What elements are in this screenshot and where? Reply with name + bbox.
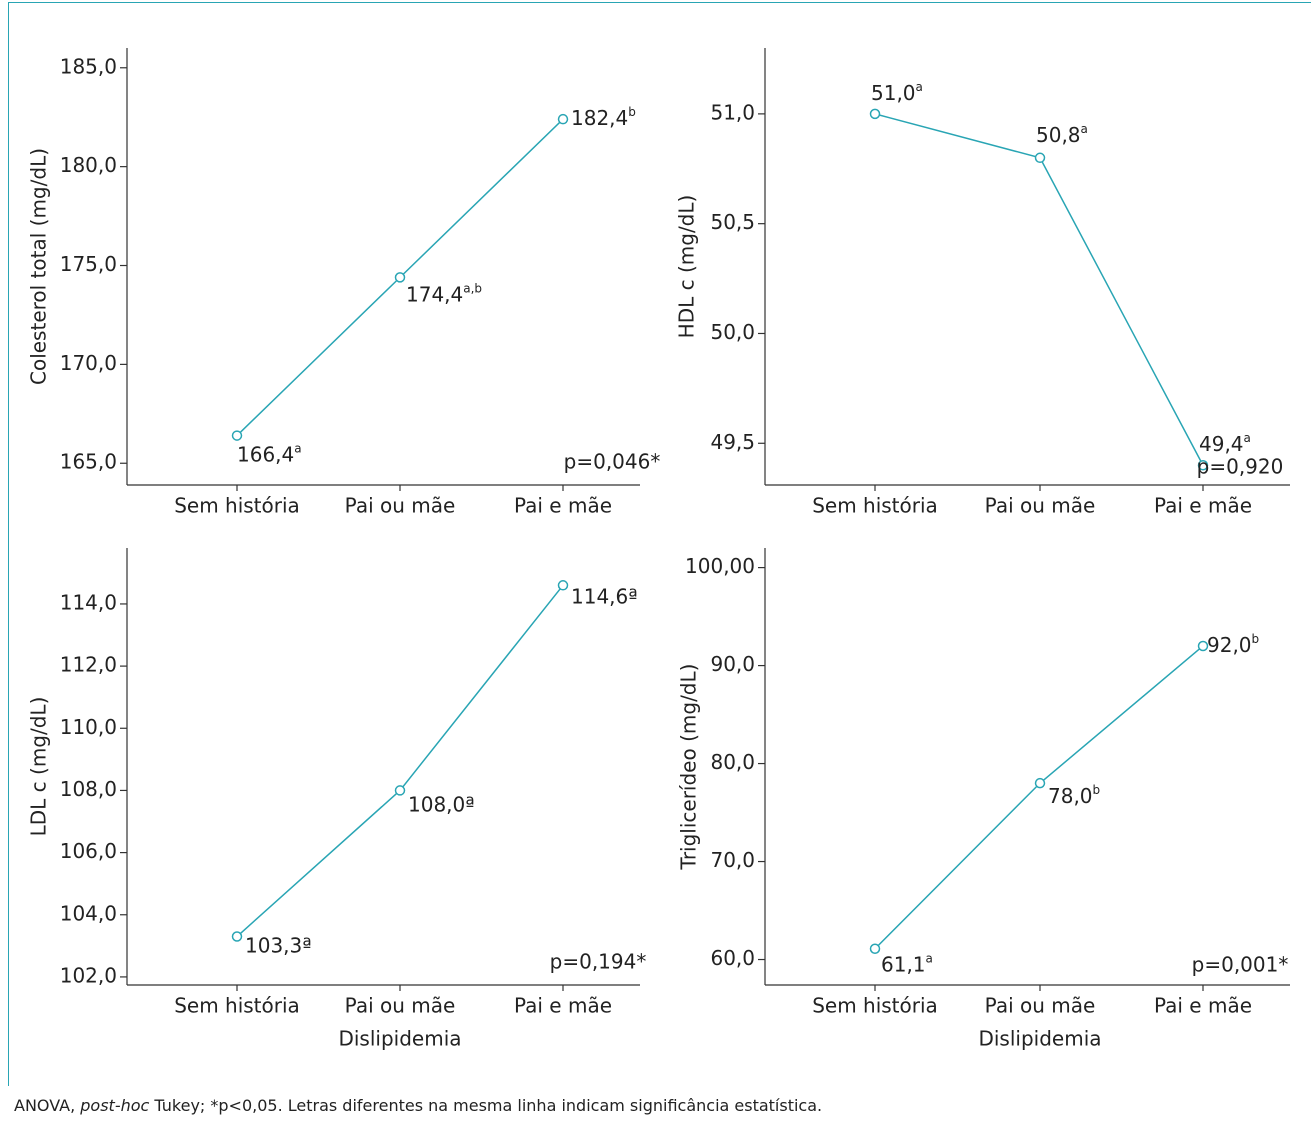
x-tick-label: Pai ou mãe <box>985 494 1096 518</box>
y-tick-label: 50,0 <box>710 320 755 344</box>
value-label-letter: b <box>628 105 636 119</box>
note-text: ANOVA, <box>14 1096 81 1115</box>
note-italic: post-hoc <box>80 1096 150 1115</box>
value-label: 174,4a,b <box>406 281 482 306</box>
x-axis-label: Dislipidemia <box>978 1027 1101 1051</box>
value-label-letter: b <box>1252 631 1260 645</box>
value-label: 114,6ª <box>571 584 638 608</box>
point <box>1034 152 1046 164</box>
y-tick-label: 50,5 <box>710 210 755 234</box>
value-label: 108,0ª <box>408 792 475 816</box>
y-tick-label: 175,0 <box>60 252 117 276</box>
y-tick-label: 114,0 <box>60 590 117 614</box>
value-label-letter: a <box>1244 431 1251 445</box>
y-axis-label: Triglicerídeo (mg/dL) <box>677 664 701 871</box>
value-label-number: 108,0ª <box>408 792 475 816</box>
y-tick-label: 70,0 <box>710 848 755 872</box>
value-label-number: 92,0 <box>1207 632 1252 656</box>
y-tick-label: 90,0 <box>710 652 755 676</box>
value-label: 182,4b <box>571 105 636 130</box>
y-axis-label: HDL c (mg/dL) <box>675 195 699 339</box>
line <box>874 113 1204 466</box>
y-tick-label: 180,0 <box>60 153 117 177</box>
y-tick-label: 104,0 <box>60 901 117 925</box>
value-label-number: 114,6ª <box>571 584 638 608</box>
value-label-number: 49,4 <box>1199 432 1244 456</box>
x-axis-label: Dislipidemia <box>338 1027 461 1051</box>
point <box>1034 777 1046 789</box>
point <box>231 430 243 441</box>
x-tick-label: Pai ou mãe <box>345 994 456 1018</box>
value-label: 61,1a <box>881 951 933 976</box>
point <box>1197 459 1209 471</box>
value-label-letter: a <box>926 951 933 965</box>
value-label-letter: a,b <box>463 281 482 295</box>
value-label: 103,3ª <box>245 933 312 957</box>
annotation: p=0,920 <box>1197 455 1284 479</box>
y-axis-label: LDL c (mg/dL) <box>27 697 51 837</box>
frame <box>8 2 1311 1086</box>
x-tick-label: Sem história <box>174 494 300 518</box>
x-tick-label: Sem história <box>812 494 938 518</box>
footnote: ANOVA, post-hoc Tukey; *p<0,05. Letras d… <box>14 1096 822 1115</box>
point <box>557 580 569 591</box>
point <box>557 113 569 125</box>
value-label-letter: b <box>1093 783 1101 797</box>
y-tick-label: 108,0 <box>60 777 117 801</box>
x-tick-label: Pai e mãe <box>1154 494 1252 518</box>
y-tick-label: 102,0 <box>60 963 117 987</box>
point <box>394 272 406 283</box>
value-label-number: 78,0 <box>1048 784 1093 808</box>
x-tick-label: Pai e mãe <box>1154 994 1252 1018</box>
line <box>874 645 1204 950</box>
y-tick-label: 49,5 <box>710 430 755 454</box>
x-tick-label: Pai e mãe <box>514 494 612 518</box>
value-label-letter: a <box>294 441 301 455</box>
x-tick-label: Pai ou mãe <box>345 494 456 518</box>
value-label-letter: a <box>916 79 923 93</box>
value-label: 78,0b <box>1048 783 1100 808</box>
x-tick-label: Sem história <box>812 994 938 1018</box>
value-label-number: 61,1 <box>881 952 926 976</box>
point <box>869 108 881 120</box>
value-label-number: 166,4 <box>237 442 294 466</box>
value-label: 50,8a <box>1036 121 1088 146</box>
point <box>231 931 243 942</box>
value-label: 51,0a <box>871 79 923 104</box>
y-tick-label: 110,0 <box>60 715 117 739</box>
point <box>394 785 406 796</box>
y-axis-label: Colesterol total (mg/dL) <box>27 148 51 385</box>
y-tick-label: 80,0 <box>710 750 755 774</box>
point <box>1197 640 1209 652</box>
annotation: p=0,001* <box>1192 953 1289 977</box>
y-tick-label: 185,0 <box>60 54 117 78</box>
y-tick-label: 170,0 <box>60 351 117 375</box>
y-tick-label: 100,00 <box>685 554 755 578</box>
x-tick-label: Pai ou mãe <box>985 994 1096 1018</box>
value-label-number: 50,8 <box>1036 122 1081 146</box>
y-tick-label: 51,0 <box>710 100 755 124</box>
value-label: 49,4a <box>1199 431 1251 456</box>
value-label-number: 174,4 <box>406 282 463 306</box>
x-tick-label: Sem história <box>174 994 300 1018</box>
point <box>869 943 881 954</box>
x-tick-label: Pai e mãe <box>514 994 612 1018</box>
figure: 165,0 170,0 175,0 180,0 185,0 Sem história Pai… <box>27 48 1290 1051</box>
y-tick-label: 112,0 <box>60 653 117 677</box>
value-label: 166,4a <box>237 441 302 466</box>
line <box>236 584 564 938</box>
note-text: Tukey; *p<0,05. Letras diferentes na mes… <box>149 1096 823 1115</box>
value-label-number: 103,3ª <box>245 933 312 957</box>
y-tick-label: 106,0 <box>60 839 117 863</box>
y-tick-label: 60,0 <box>710 946 755 970</box>
y-tick-label: 165,0 <box>60 450 117 474</box>
value-label: 92,0b <box>1207 631 1259 656</box>
value-label-number: 51,0 <box>871 80 916 104</box>
annotation: p=0,046* <box>564 450 661 474</box>
value-label-number: 182,4 <box>571 106 628 130</box>
value-label-letter: a <box>1081 121 1088 135</box>
annotation: p=0,194* <box>550 950 647 974</box>
